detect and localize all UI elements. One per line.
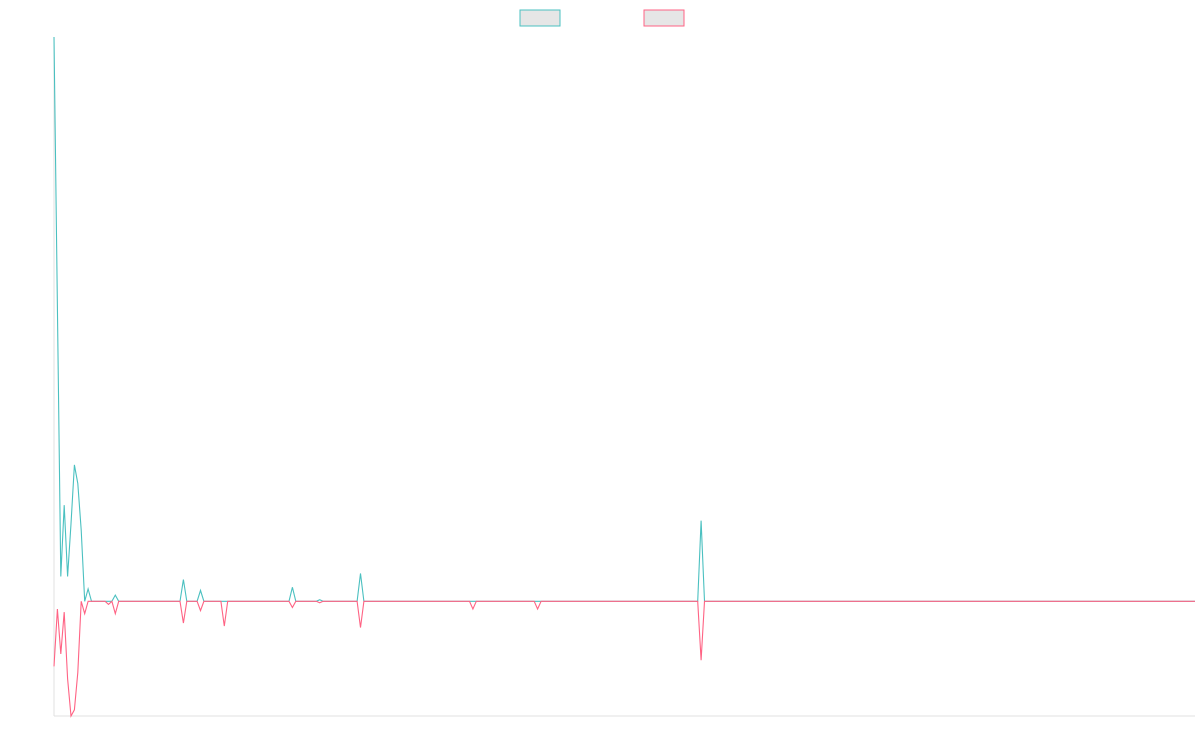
legend-item-1[interactable] — [519, 9, 561, 27]
axes — [53, 37, 1195, 717]
legend-swatch-1[interactable] — [519, 9, 561, 27]
series-line-2 — [53, 600, 1195, 718]
series-line-1 — [53, 36, 1195, 602]
series-lines — [53, 36, 1195, 718]
legend[interactable] — [519, 9, 685, 27]
legend-swatch-2[interactable] — [643, 9, 685, 27]
legend-item-2[interactable] — [643, 9, 685, 27]
